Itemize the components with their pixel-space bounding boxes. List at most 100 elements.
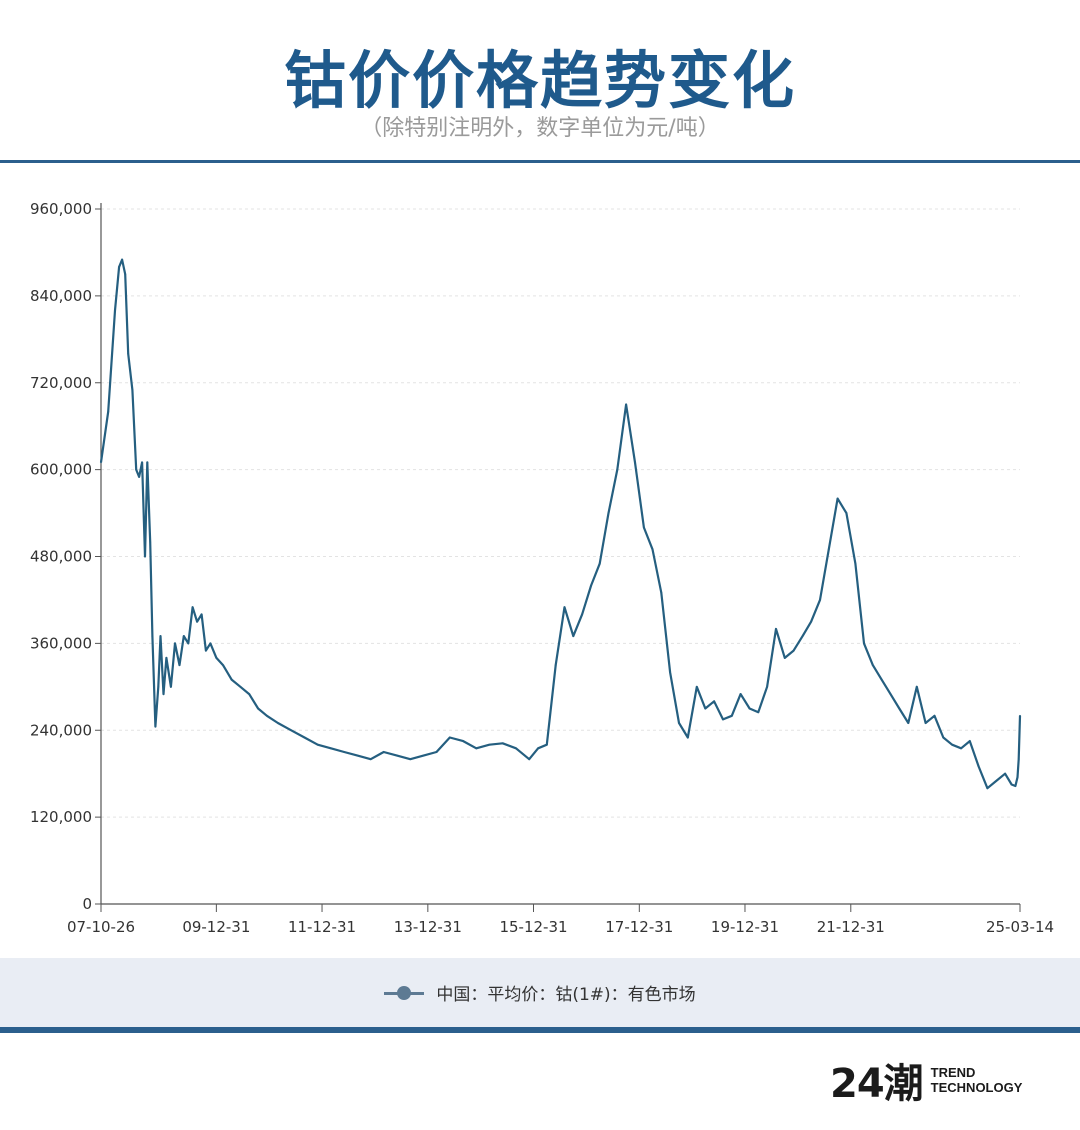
logo-line-1: TREND xyxy=(930,1065,976,1080)
data-point xyxy=(951,743,954,746)
data-point xyxy=(739,693,742,695)
y-tick-label: 0 xyxy=(82,895,92,913)
page-title: 钴价价格趋势变化 xyxy=(283,44,796,117)
data-point xyxy=(766,685,769,688)
data-point xyxy=(995,780,998,782)
data-point xyxy=(191,606,194,609)
data-point xyxy=(730,714,733,717)
data-point xyxy=(960,747,962,750)
data-point xyxy=(157,685,160,688)
data-point xyxy=(1004,772,1006,775)
data-point xyxy=(303,736,306,739)
data-point xyxy=(1016,776,1019,779)
data-point xyxy=(528,758,531,761)
chart-legend[interactable]: 中国：平均价：钴(1#)：有色市场 xyxy=(0,958,1080,1027)
y-tick-label: 600,000 xyxy=(30,461,92,479)
y-tick-label: 120,000 xyxy=(30,808,92,826)
data-point xyxy=(686,736,689,739)
data-point xyxy=(933,714,936,717)
legend-band: 中国：平均价：钴(1#)：有色市场 xyxy=(0,958,1080,1027)
y-tick-label: 480,000 xyxy=(30,548,92,566)
data-point xyxy=(669,671,672,674)
y-tick-label: 360,000 xyxy=(30,634,92,652)
data-point xyxy=(581,613,584,616)
x-tick-label: 17-12-31 xyxy=(605,918,673,936)
data-point xyxy=(801,635,804,638)
data-point xyxy=(678,722,680,724)
data-point xyxy=(695,685,698,688)
data-point xyxy=(230,678,233,681)
data-point xyxy=(215,656,218,659)
grid-layer xyxy=(101,208,1020,818)
data-point xyxy=(634,461,636,464)
data-point xyxy=(382,751,385,753)
data-point xyxy=(810,620,813,623)
data-point xyxy=(488,743,491,746)
data-point xyxy=(889,693,892,695)
data-point xyxy=(915,685,918,688)
data-point xyxy=(135,468,138,471)
data-point xyxy=(572,635,575,638)
data-point xyxy=(162,693,165,695)
data-point xyxy=(222,664,224,666)
data-point xyxy=(880,678,883,681)
data-point xyxy=(757,711,760,714)
series-layer xyxy=(99,258,1022,790)
data-point xyxy=(131,389,134,391)
x-tick-label: 19-12-31 xyxy=(711,918,779,936)
data-point xyxy=(178,664,181,666)
data-point xyxy=(475,747,478,750)
x-tick-label: 11-12-31 xyxy=(288,918,356,936)
page-subtitle: （除特别注明外，数字单位为元/吨） xyxy=(360,116,720,141)
data-point xyxy=(515,747,517,750)
data-point xyxy=(827,548,830,551)
x-tick-label: 09-12-31 xyxy=(182,918,250,936)
data-point xyxy=(942,736,945,739)
data-point xyxy=(616,468,619,471)
data-point xyxy=(554,664,557,666)
y-tick-label: 720,000 xyxy=(30,374,92,392)
data-point xyxy=(127,352,130,355)
data-point xyxy=(545,743,548,746)
data-point xyxy=(836,497,839,500)
data-point xyxy=(329,747,332,750)
data-point xyxy=(187,642,190,645)
x-tick-label: 25-03-14 xyxy=(986,918,1054,936)
data-point xyxy=(343,751,346,753)
data-point xyxy=(643,526,645,529)
data-point xyxy=(151,635,154,638)
logo-line-2: TECHNOLOGY xyxy=(930,1080,1023,1095)
series-line xyxy=(99,258,1022,790)
data-point xyxy=(907,722,910,724)
x-tick-label: 13-12-31 xyxy=(394,918,462,936)
data-point xyxy=(607,512,610,514)
data-point xyxy=(598,562,601,565)
brand-logo: 24潮 TREND TECHNOLOGY xyxy=(830,1052,1022,1108)
data-point xyxy=(100,461,102,464)
data-point xyxy=(792,649,795,652)
data-point xyxy=(704,707,707,710)
data-point xyxy=(968,740,971,743)
data-point xyxy=(986,787,989,790)
data-point xyxy=(590,584,593,587)
data-point xyxy=(660,591,663,594)
data-point xyxy=(121,258,124,261)
data-point xyxy=(257,707,259,710)
data-point xyxy=(290,729,293,732)
data-point xyxy=(651,548,654,551)
data-point xyxy=(409,758,412,761)
legend-line-marker-icon xyxy=(384,985,425,1000)
data-point xyxy=(265,714,268,717)
data-point xyxy=(182,635,185,638)
x-tick-label: 21-12-31 xyxy=(817,918,885,936)
data-point xyxy=(144,555,146,558)
data-point xyxy=(174,642,176,645)
data-point xyxy=(845,512,848,514)
data-point xyxy=(501,742,504,745)
data-point xyxy=(422,754,425,757)
data-point xyxy=(209,642,212,645)
data-point xyxy=(1019,714,1021,717)
data-point xyxy=(819,599,821,601)
data-point xyxy=(722,718,724,721)
data-point xyxy=(200,613,203,616)
